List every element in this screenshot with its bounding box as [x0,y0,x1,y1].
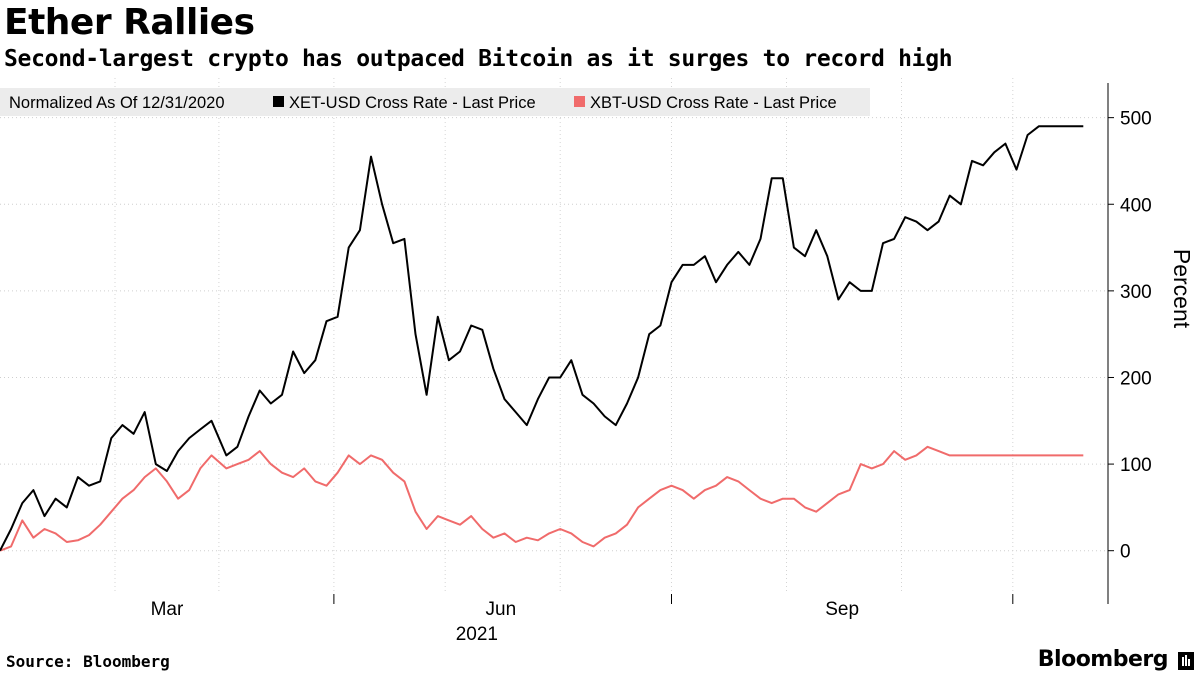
legend-label: XET-USD Cross Rate - Last Price [289,94,536,112]
y-tick-label: 400 [1120,195,1152,216]
y-tick-label: 0 [1120,542,1131,563]
x-tick-label: Sep [825,599,859,620]
y-tick-label: 300 [1120,282,1152,303]
y-tick-label: 200 [1120,368,1152,389]
y-tick-label: 100 [1120,455,1152,476]
series-layer [0,125,1084,552]
y-axis-title: Percent [1169,249,1195,329]
legend-swatch [273,96,284,107]
y-tick-label: 500 [1120,109,1152,130]
source-note: Source: Bloomberg [6,652,170,671]
legend-swatch [574,96,585,107]
ether-series-line [0,125,1084,552]
chart-subtitle: Second-largest crypto has outpaced Bitco… [4,46,953,72]
axis-labels: 0 100 200 300 400 500 Mar Jun Sep 2021 Percent [151,109,1195,640]
brand-logo: Bloomberg [1037,647,1169,672]
legend: Normalized As Of 12/31/2020 XET-USD Cross… [0,88,870,116]
grid [0,78,1108,594]
bloomberg-mark-icon [1178,652,1194,670]
x-axis-label: 2021 [456,624,498,640]
legend-box [0,88,870,116]
x-tick-label: Jun [486,599,517,620]
line-chart: Normalized As Of 12/31/2020 XET-USD Cross… [0,78,1195,640]
bitcoin-series-line [0,445,1084,552]
legend-label: XBT-USD Cross Rate - Last Price [590,94,837,112]
legend-prefix: Normalized As Of 12/31/2020 [9,94,225,112]
x-tick-label: Mar [151,599,184,620]
chart-title: Ether Rallies [4,2,255,43]
axes [333,83,1114,604]
